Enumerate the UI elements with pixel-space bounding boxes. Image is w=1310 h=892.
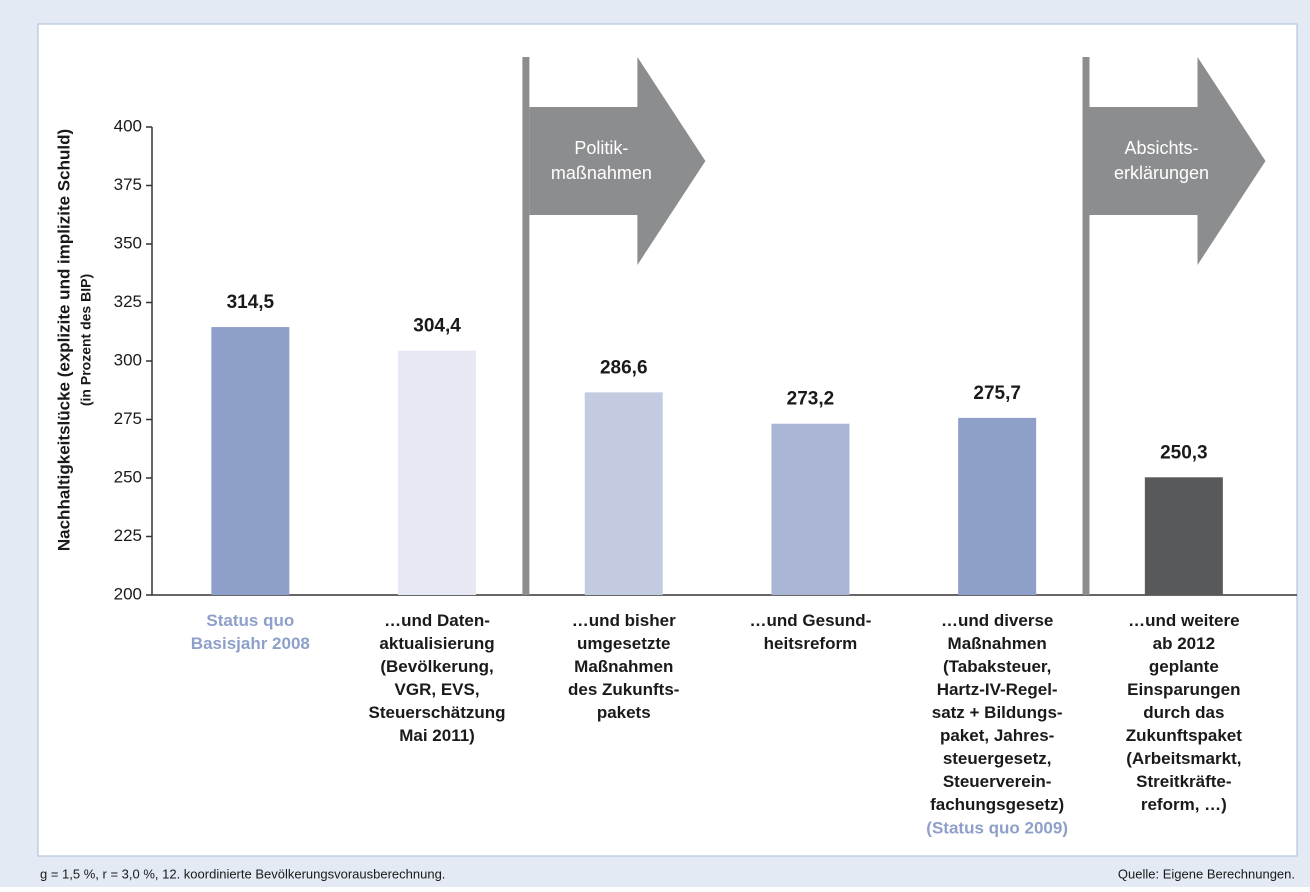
y-tick-label: 225	[114, 526, 142, 545]
phase-label: Absichts-erklärungen	[1114, 138, 1209, 183]
bar	[1144, 477, 1223, 595]
x-tick-label: …und bisher umgesetzte Maßnahmen des Zukunf…	[568, 611, 679, 722]
y-tick-label: 200	[114, 584, 142, 603]
y-tick-label: 400	[114, 116, 142, 135]
phase-arrow	[529, 57, 706, 265]
source: Quelle: Eigene Berechnungen.	[1118, 866, 1295, 881]
x-tick-label: …und Daten-aktualisierung (Bevölkerung, VG…	[369, 611, 506, 745]
footnote: g = 1,5 %, r = 3,0 %, 12. koordinierte B…	[40, 866, 445, 881]
x-tick-label: Status quo Basisjahr 2008	[191, 611, 310, 653]
value-label: 275,7	[973, 383, 1021, 404]
value-label: 250,3	[1160, 442, 1208, 463]
bar	[584, 392, 663, 595]
x-tick-label: …und Gesund-heitsreform	[750, 611, 872, 653]
bar	[398, 350, 477, 595]
value-label: 314,5	[227, 292, 275, 313]
y-tick-label: 300	[114, 350, 142, 369]
y-tick-label: 275	[114, 409, 142, 428]
phase-arrow	[1089, 57, 1266, 265]
bar	[771, 423, 850, 595]
y-axis-sublabel: (in Prozent des BIP)	[78, 274, 94, 406]
bar	[211, 327, 290, 595]
phase-separator	[522, 57, 530, 595]
bar	[958, 417, 1037, 595]
y-tick-label: 250	[114, 467, 142, 486]
x-tick-label: …und weitere ab 2012 geplante Einsparungen d…	[1126, 611, 1243, 814]
category-note: (Status quo 2009)	[926, 818, 1068, 837]
y-tick-label: 350	[114, 233, 142, 252]
y-tick-label: 375	[114, 175, 142, 194]
phase-label: Politik-maßnahmen	[551, 138, 652, 183]
value-label: 304,4	[413, 316, 461, 337]
x-tick-label: …und diverse Maßnahmen (Tabaksteuer, Hartz-…	[930, 611, 1064, 814]
y-tick-label: 325	[114, 292, 142, 311]
y-axis-label: Nachhaltigkeitslücke (explizite und impl…	[54, 129, 73, 551]
phase-separator	[1082, 57, 1090, 595]
value-label: 286,6	[600, 357, 648, 378]
value-label: 273,2	[787, 389, 835, 410]
